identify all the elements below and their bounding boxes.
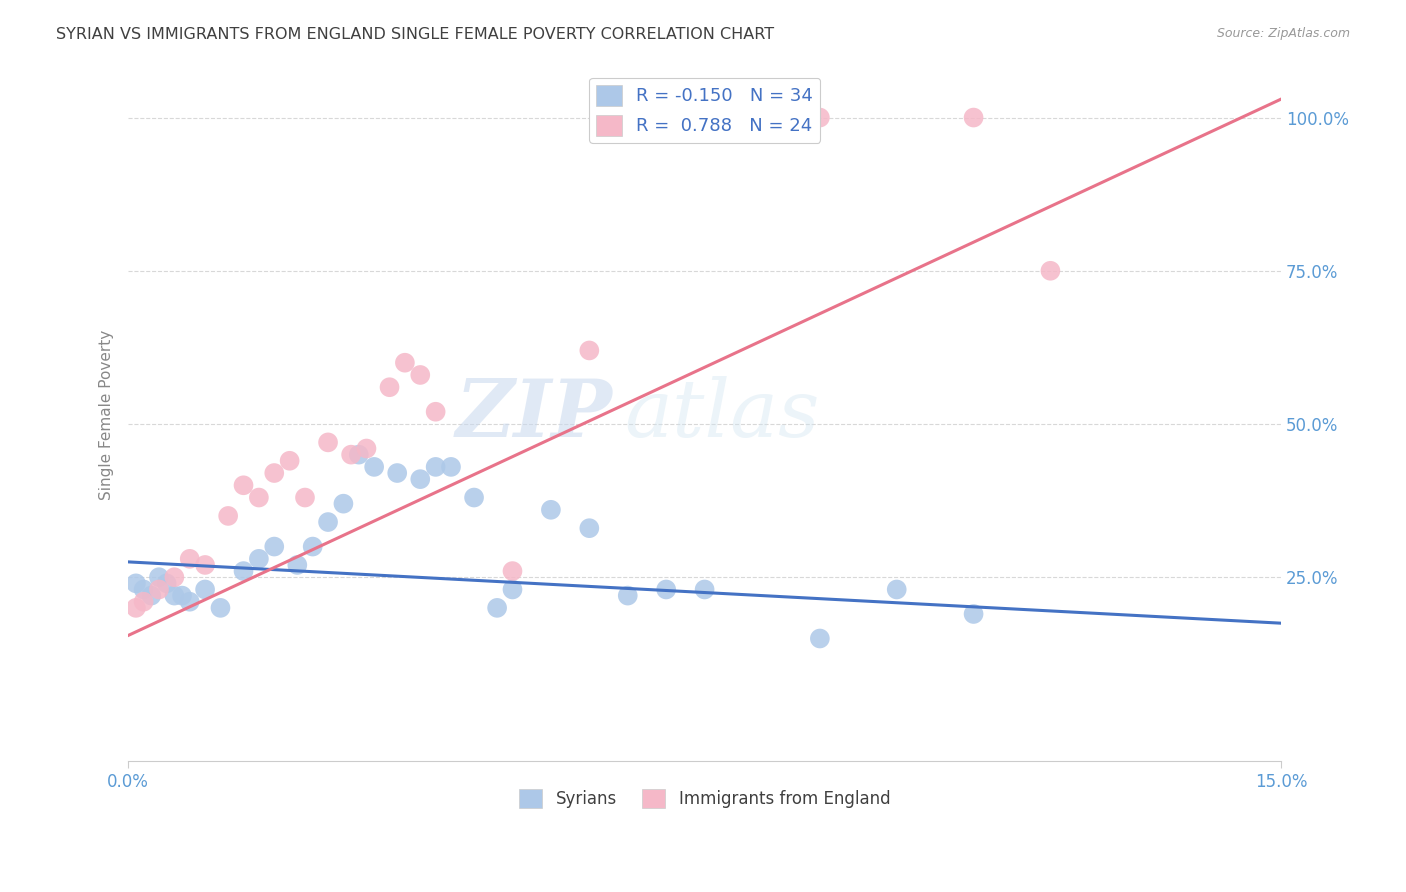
Point [132, 595, 155, 609]
Point [440, 459, 463, 474]
Point [156, 576, 179, 591]
Point [294, 491, 316, 505]
Point [148, 582, 170, 597]
Point [578, 521, 600, 535]
Point [808, 111, 831, 125]
Point [409, 368, 432, 382]
Point [962, 111, 984, 125]
Point [501, 564, 523, 578]
Point [125, 600, 148, 615]
Point [278, 454, 301, 468]
Point [655, 582, 678, 597]
Point [232, 564, 254, 578]
Point [340, 448, 363, 462]
Point [425, 405, 447, 419]
Point [578, 343, 600, 358]
Point [962, 607, 984, 621]
Point [232, 478, 254, 492]
Point [247, 491, 270, 505]
Point [486, 600, 509, 615]
Point [332, 497, 354, 511]
Point [886, 582, 908, 597]
Point [263, 540, 285, 554]
Point [194, 558, 217, 572]
Text: atlas: atlas [624, 376, 820, 453]
Y-axis label: Single Female Poverty: Single Female Poverty [100, 330, 114, 500]
Point [194, 582, 217, 597]
Point [163, 570, 186, 584]
Point [316, 515, 339, 529]
Point [141, 589, 163, 603]
Point [285, 558, 308, 572]
Legend: Syrians, Immigrants from England: Syrians, Immigrants from England [512, 782, 897, 815]
Point [217, 508, 239, 523]
Point [247, 551, 270, 566]
Point [347, 448, 370, 462]
Point [179, 595, 201, 609]
Point [808, 632, 831, 646]
Point [409, 472, 432, 486]
Text: SYRIAN VS IMMIGRANTS FROM ENGLAND SINGLE FEMALE POVERTY CORRELATION CHART: SYRIAN VS IMMIGRANTS FROM ENGLAND SINGLE… [56, 27, 775, 42]
Point [132, 582, 155, 597]
Point [501, 582, 523, 597]
Text: Source: ZipAtlas.com: Source: ZipAtlas.com [1216, 27, 1350, 40]
Point [463, 491, 485, 505]
Point [693, 582, 716, 597]
Point [425, 459, 447, 474]
Point [209, 600, 232, 615]
Point [263, 466, 285, 480]
Point [540, 503, 562, 517]
Point [316, 435, 339, 450]
Text: ZIP: ZIP [456, 376, 613, 453]
Point [387, 466, 409, 480]
Point [170, 589, 193, 603]
Point [616, 589, 638, 603]
Point [163, 589, 186, 603]
Point [363, 459, 385, 474]
Point [179, 551, 201, 566]
Point [148, 570, 170, 584]
Point [394, 356, 416, 370]
Point [301, 540, 323, 554]
Point [125, 576, 148, 591]
Point [356, 442, 378, 456]
Point [378, 380, 401, 394]
Point [1039, 264, 1062, 278]
